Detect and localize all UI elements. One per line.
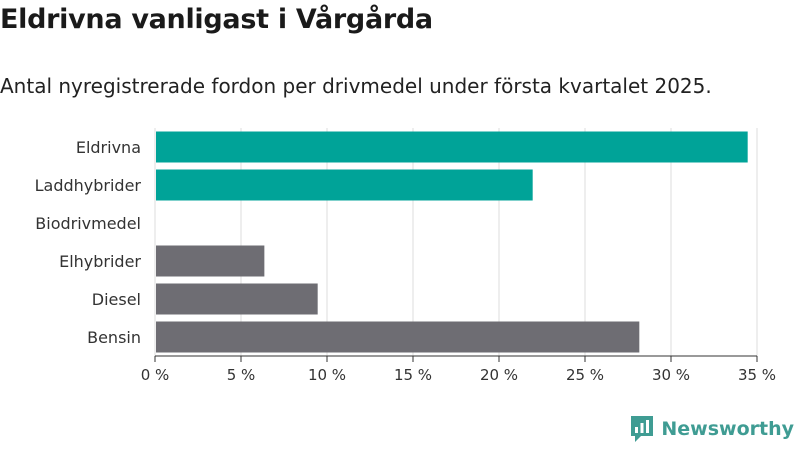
category-label: Laddhybrider (35, 176, 142, 195)
grid-lines (154, 128, 758, 356)
chart-title: Eldrivna vanligast i Vårgårda (0, 4, 433, 35)
bar-elhybrider (156, 245, 265, 277)
category-labels: Eldrivna Laddhybrider Biodrivmedel Elhybrid… (35, 138, 142, 347)
category-label: Diesel (92, 290, 141, 309)
newsworthy-logo-icon (631, 416, 654, 442)
category-label: Elhybrider (59, 252, 141, 271)
bar-diesel (156, 283, 318, 315)
category-label: Eldrivna (76, 138, 141, 157)
category-label: Biodrivmedel (35, 214, 141, 233)
category-label: Bensin (87, 328, 141, 347)
bars (156, 131, 748, 353)
x-tick-label: 5 % (227, 366, 256, 384)
chart-subtitle: Antal nyregistrerade fordon per drivmede… (0, 74, 712, 98)
x-tick-label: 30 % (652, 366, 690, 384)
x-tick-label: 35 % (738, 366, 776, 384)
x-tick-label: 0 % (141, 366, 170, 384)
bar-laddhybrider (156, 169, 533, 201)
brand-name: Newsworthy (661, 418, 794, 440)
bar-bensin (156, 321, 640, 353)
brand-logo: Newsworthy (629, 414, 794, 444)
x-tick-label: 10 % (308, 366, 346, 384)
x-axis: 0 % 5 % 10 % 15 % 20 % 25 % 30 % 35 % (141, 355, 776, 384)
x-tick-label: 15 % (394, 366, 432, 384)
x-tick-label: 25 % (566, 366, 604, 384)
x-tick-label: 20 % (480, 366, 518, 384)
bar-eldrivna (156, 131, 748, 163)
